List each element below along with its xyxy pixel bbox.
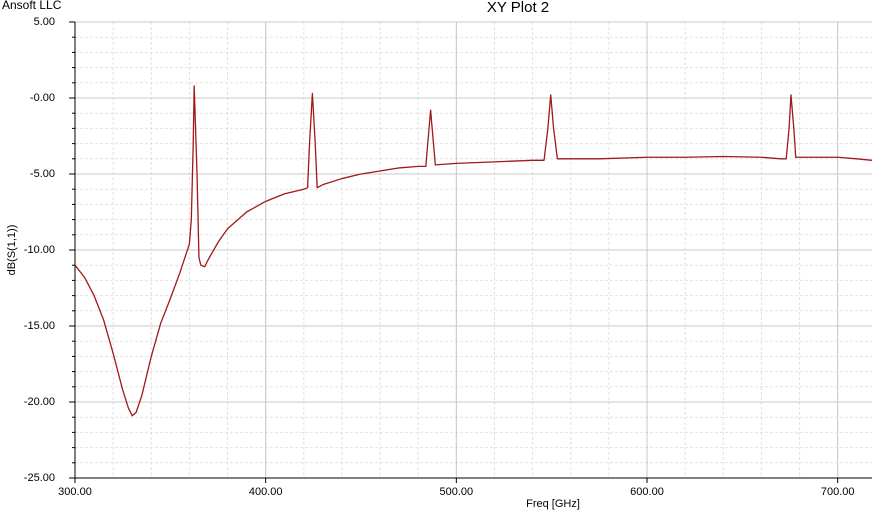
x-tick-label: 400.00: [249, 486, 283, 498]
x-tick-label: 300.00: [58, 486, 92, 498]
x-tick-label: 600.00: [630, 486, 664, 498]
x-axis-label: Freq [GHz]: [526, 498, 580, 510]
y-tick-label: -15.00: [24, 320, 55, 332]
data-line: [74, 85, 872, 417]
y-tick-label: -5.00: [30, 168, 55, 180]
annotation: Ansoft LLC: [2, 0, 62, 12]
y-tick-label: 5.00: [34, 16, 55, 28]
y-tick-label: -25.00: [24, 472, 55, 484]
y-axis-label: dB(S(1,1)): [6, 225, 18, 276]
y-tick-label: -10.00: [24, 244, 55, 256]
y-tick-label: -0.00: [30, 92, 55, 104]
chart-title: XY Plot 2: [487, 0, 549, 16]
y-tick-label: -20.00: [24, 396, 55, 408]
x-tick-label: 500.00: [440, 486, 474, 498]
grid: [74, 21, 872, 479]
x-tick-label: 700.00: [821, 486, 855, 498]
